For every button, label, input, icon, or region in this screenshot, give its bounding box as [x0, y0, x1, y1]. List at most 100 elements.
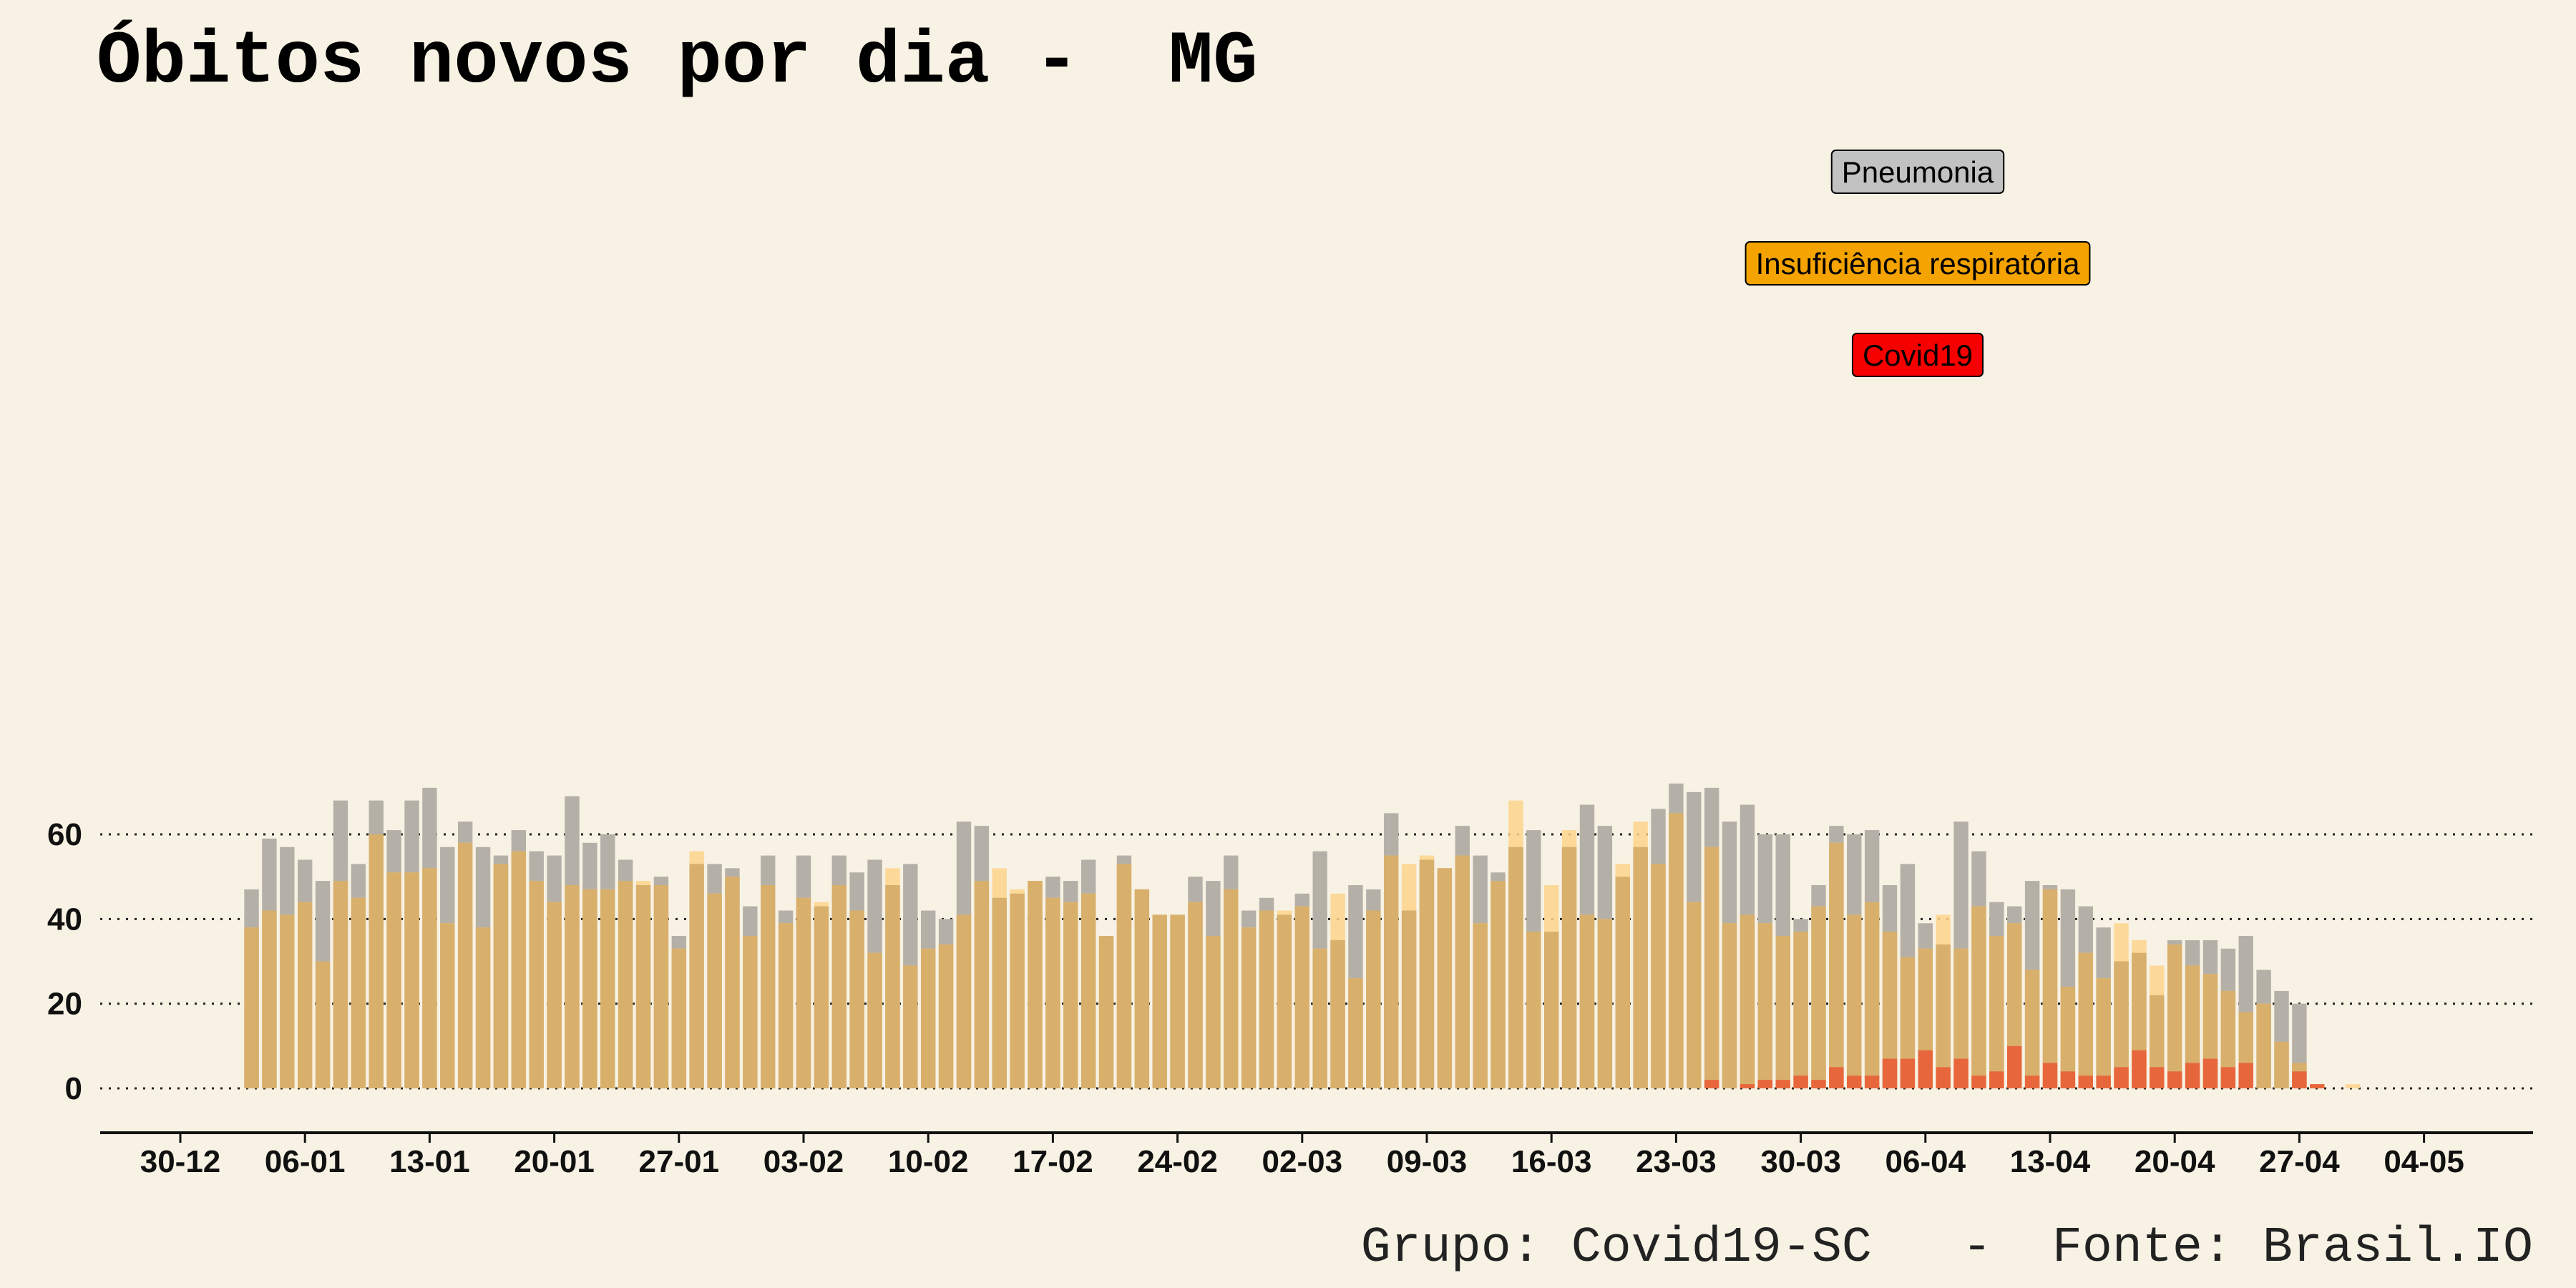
x-tick-label: 04-05 — [2384, 1144, 2464, 1179]
bar-overlap — [1330, 940, 1345, 1088]
x-tick-label: 20-01 — [514, 1144, 595, 1179]
bar-covid19 — [2060, 1071, 2076, 1088]
bar-overlap — [457, 842, 473, 1088]
bar-overlap — [600, 889, 615, 1088]
x-tick-label: 10-02 — [888, 1144, 969, 1179]
bar-overlap — [2096, 978, 2111, 1088]
bar-overlap — [2274, 1041, 2289, 1088]
bar-covid19 — [2096, 1075, 2111, 1088]
legend-pneumonia-label: Pneumonia — [1842, 155, 1994, 189]
chart-title: Óbitos novos por dia - MG — [97, 20, 1258, 104]
legend-covid19-label: Covid19 — [1863, 338, 1973, 372]
bar-overlap — [1401, 910, 1417, 1088]
x-tick-label: 06-01 — [265, 1144, 346, 1179]
bar-overlap — [1740, 914, 1755, 1088]
bar-overlap — [2060, 987, 2076, 1088]
bar-overlap — [778, 923, 794, 1088]
bar-overlap — [333, 881, 348, 1088]
bar-overlap — [1989, 936, 2004, 1088]
x-axis: 30-12 06-01 13-01 20-01 27-01 03-02 10-02 17-02… — [100, 1131, 2533, 1179]
bar-covid19 — [1953, 1058, 1968, 1088]
bar-covid19 — [1989, 1071, 2004, 1088]
bar-overlap — [2185, 965, 2200, 1088]
legend-pneumonia: Pneumonia — [1830, 150, 2005, 194]
bar-overlap — [1028, 881, 1043, 1088]
bar-overlap — [1152, 914, 1167, 1088]
bar-overlap — [956, 914, 972, 1088]
source-caption: Grupo: Covid19-SC - Fonte: Brasil.IO — [1360, 1220, 2533, 1277]
bar-overlap — [1651, 864, 1666, 1088]
bar-overlap — [297, 902, 313, 1088]
bar-overlap — [262, 910, 277, 1088]
bar-overlap — [974, 881, 990, 1088]
bar-overlap — [2078, 952, 2093, 1088]
bar-overlap — [867, 952, 882, 1088]
bar-covid19 — [2114, 1067, 2129, 1088]
bar-overlap — [1579, 914, 1595, 1088]
x-tick-label: 17-02 — [1013, 1144, 1093, 1179]
y-tick-label: 20 — [47, 987, 82, 1022]
bar-overlap — [885, 885, 900, 1088]
bar-overlap — [315, 961, 331, 1088]
bar-overlap — [1455, 855, 1470, 1088]
legend-insuficiencia-label: Insuficiência respiratória — [1756, 247, 2081, 280]
bar-overlap — [653, 885, 669, 1088]
bar-covid19 — [2185, 1063, 2200, 1088]
bar-covid19 — [2292, 1071, 2307, 1088]
bar-overlap — [903, 965, 918, 1088]
bar-overlap — [2114, 961, 2129, 1088]
bar-overlap — [1473, 923, 1488, 1088]
bar-overlap — [1491, 881, 1506, 1088]
bar-overlap — [2024, 970, 2040, 1088]
legend-insuficiencia-box — [1745, 241, 2091, 286]
bar-covid19 — [1740, 1084, 1755, 1088]
bar-overlap — [689, 864, 704, 1088]
bar-overlap — [1080, 893, 1096, 1088]
bar-overlap — [280, 914, 295, 1088]
bar-covid19 — [1757, 1080, 1773, 1088]
bar-overlap — [1188, 902, 1203, 1088]
x-tick-label: 13-01 — [389, 1144, 470, 1179]
bar-overlap — [1633, 847, 1648, 1088]
bar-covid19 — [1793, 1075, 1808, 1088]
bar-overlap — [1437, 868, 1453, 1088]
bar-covid19 — [1775, 1080, 1790, 1088]
bar-overlap — [1134, 889, 1150, 1088]
bar-overlap — [2256, 1003, 2271, 1088]
bar-overlap — [1543, 932, 1559, 1088]
bar-overlap — [511, 851, 527, 1088]
bar-overlap — [1829, 842, 1844, 1088]
bar-overlap — [1277, 914, 1292, 1088]
bar-overlap — [1811, 906, 1826, 1088]
bar-covid19 — [1936, 1067, 1951, 1088]
bar-covid19 — [2238, 1063, 2253, 1088]
bar-overlap — [1953, 948, 1968, 1088]
bar-overlap — [1669, 813, 1684, 1088]
bar-covid19 — [1864, 1075, 1880, 1088]
bar-overlap — [1526, 932, 1541, 1088]
bar-overlap — [1170, 914, 1185, 1088]
bar-overlap — [725, 877, 740, 1088]
bar-overlap — [831, 885, 847, 1088]
bar-overlap — [1882, 932, 1898, 1088]
bar-covid19 — [1900, 1058, 1916, 1088]
x-tick-label: 06-04 — [1885, 1144, 1966, 1179]
bar-overlap — [1259, 910, 1274, 1088]
bar-covid19 — [2310, 1084, 2325, 1088]
legend: Pneumonia Insuficiência respiratória Covid… — [1745, 150, 2091, 377]
bar-covid19 — [2220, 1067, 2236, 1088]
x-tick-label: 27-01 — [639, 1144, 720, 1179]
bar-overlap — [582, 889, 597, 1088]
bar-overlap — [529, 881, 544, 1088]
bar-overlap — [547, 902, 562, 1088]
bar-overlap — [2220, 990, 2236, 1088]
bar-overlap — [814, 906, 829, 1088]
bar-overlap — [1508, 847, 1523, 1088]
bar-overlap — [2167, 944, 2182, 1088]
x-tick-label: 20-04 — [2135, 1144, 2215, 1179]
bar-overlap — [1936, 944, 1951, 1088]
bar-covid19 — [2150, 1067, 2165, 1088]
bar-overlap — [1312, 948, 1327, 1088]
bar-overlap — [351, 897, 366, 1088]
